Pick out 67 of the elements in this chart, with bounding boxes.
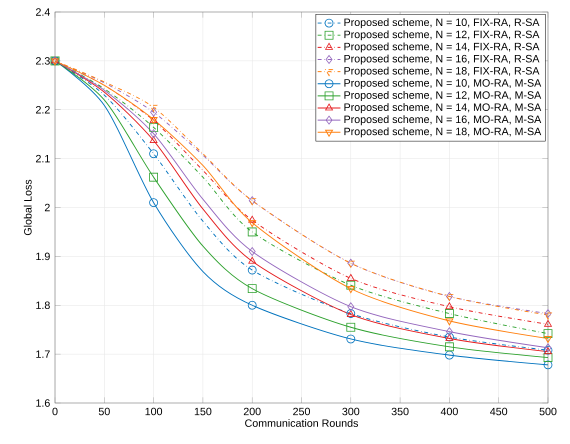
x-tick-label: 450: [490, 408, 508, 416]
point: [446, 302, 454, 310]
point: [248, 216, 256, 223]
point: [248, 228, 257, 236]
legend-label: Proposed scheme, N = 16, FIX-RA, R-SA: [344, 54, 540, 65]
x-tick-label: 500: [540, 408, 556, 416]
legend-label: Proposed scheme, N = 14, MO-RA, M-SA: [344, 103, 542, 114]
x-tick-label: 350: [392, 408, 409, 416]
y-tick-label: 2.2: [36, 106, 50, 114]
x-tick-label: 250: [293, 408, 310, 416]
y-tick-label: 2.4: [36, 8, 50, 16]
point: [346, 274, 355, 281]
point: [445, 342, 454, 352]
legend-label: Proposed scheme, N = 12, FIX-RA, R-SA: [344, 30, 540, 40]
y-axis-title: Global Loss: [24, 180, 32, 236]
x-tick-label: 50: [98, 408, 110, 416]
x-axis-title: Communication Rounds: [245, 419, 358, 427]
point: [149, 172, 158, 182]
point: [248, 266, 257, 274]
point: [149, 149, 158, 158]
point: [446, 327, 453, 336]
legend-label: Proposed scheme, N = 18, FIX-RA, R-SA: [344, 66, 540, 77]
x-tick-label: 300: [342, 408, 360, 416]
point: [149, 122, 158, 132]
point: [544, 353, 552, 362]
x-tick-label: 100: [146, 408, 162, 416]
y-tick-label: 2.1: [36, 154, 50, 162]
point: [248, 256, 256, 264]
point: [544, 336, 552, 343]
point: [347, 302, 354, 312]
point: [150, 136, 158, 143]
point: [544, 329, 552, 338]
y-tick-label: 2: [44, 204, 50, 212]
point: [445, 309, 454, 318]
legend-label: Proposed scheme, N = 10, MO-RA, M-SA: [344, 78, 542, 89]
legend-label: Proposed scheme, N = 14, FIX-RA, R-SA: [344, 42, 540, 52]
point: [544, 309, 552, 318]
point: [248, 300, 257, 310]
point: [248, 247, 256, 256]
point: [445, 350, 454, 360]
legend-label: Proposed scheme, N = 10, FIX-RA, R-SA: [344, 18, 540, 28]
y-tick-label: 1.6: [36, 399, 50, 407]
point: [346, 280, 356, 290]
point: [149, 198, 158, 208]
point: [346, 286, 355, 294]
legend-label: Proposed scheme, N = 12, MO-RA, M-SA: [344, 90, 542, 101]
x-tick-label: 200: [244, 408, 261, 416]
point: [150, 129, 158, 138]
point: [544, 343, 552, 352]
point: [544, 360, 552, 370]
point: [544, 320, 552, 327]
x-tick-label: 400: [440, 408, 458, 416]
legend-label: Proposed scheme, N = 18, MO-RA, M-SA: [344, 127, 542, 138]
point: [150, 108, 158, 117]
point: [150, 104, 158, 112]
y-tick-label: 1.9: [36, 252, 50, 260]
x-tick-label: 0: [52, 408, 58, 416]
y-tick-label: 1.7: [36, 350, 50, 358]
x-tick-label: 150: [194, 408, 212, 416]
point: [248, 284, 257, 294]
point: [346, 334, 356, 344]
point: [346, 322, 356, 332]
y-tick-label: 1.8: [36, 301, 50, 310]
point: [248, 220, 256, 228]
legend-label: Proposed scheme, N = 16, MO-RA, M-SA: [344, 115, 542, 126]
y-tick-label: 2.3: [36, 57, 50, 65]
point: [445, 318, 454, 326]
